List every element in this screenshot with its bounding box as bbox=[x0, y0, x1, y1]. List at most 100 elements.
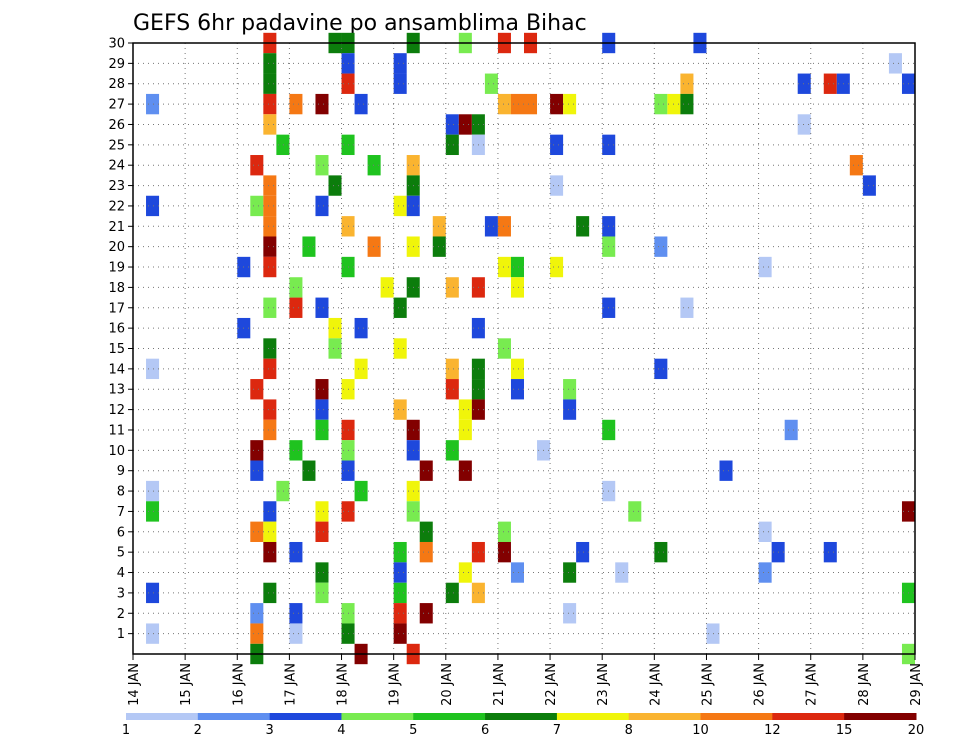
heatmap-cell bbox=[654, 93, 668, 115]
heatmap-cell bbox=[823, 541, 837, 563]
heatmap-cell bbox=[497, 256, 511, 278]
heatmap-cell bbox=[263, 541, 277, 563]
heatmap-cell bbox=[250, 195, 264, 217]
y-tick-label: 4 bbox=[117, 566, 125, 581]
y-tick-label: 23 bbox=[108, 179, 125, 194]
heatmap-cell bbox=[510, 256, 524, 278]
heatmap-cell bbox=[510, 93, 524, 115]
x-tick-label: 28 JAN bbox=[857, 663, 872, 706]
heatmap-cell bbox=[289, 603, 303, 624]
heatmap-cell bbox=[550, 175, 564, 196]
heatmap-cell bbox=[393, 623, 407, 644]
heatmap-cell bbox=[146, 195, 160, 217]
y-tick-label: 16 bbox=[108, 322, 125, 337]
heatmap-cell bbox=[263, 419, 277, 441]
heatmap-cell bbox=[263, 195, 277, 217]
y-tick-label: 5 bbox=[117, 546, 125, 561]
y-tick-label: 26 bbox=[108, 118, 125, 133]
heatmap-cell bbox=[445, 134, 459, 156]
chart-title: GEFS 6hr padavine po ansamblima Bihac bbox=[133, 11, 587, 36]
colorbar-label: 7 bbox=[553, 723, 561, 738]
colorbar-swatch bbox=[341, 713, 414, 720]
x-tick-label: 25 JAN bbox=[700, 663, 715, 706]
heatmap-cell bbox=[432, 216, 446, 237]
y-tick-label: 11 bbox=[108, 423, 125, 438]
heatmap-cell bbox=[888, 53, 902, 74]
colorbar-swatch bbox=[700, 713, 773, 720]
colorbar-swatch bbox=[844, 713, 917, 720]
heatmap-cell bbox=[823, 73, 837, 94]
heatmap-cell bbox=[263, 256, 277, 278]
heatmap-cell bbox=[419, 541, 433, 563]
heatmap-cell bbox=[354, 480, 368, 502]
heatmap-cell bbox=[497, 541, 511, 563]
y-tick-label: 8 bbox=[117, 485, 125, 500]
colorbar-label: 5 bbox=[409, 723, 417, 738]
heatmap-cell bbox=[458, 562, 472, 583]
heatmap-cell bbox=[719, 460, 733, 481]
x-tick-label: 14 JAN bbox=[127, 663, 142, 706]
colorbar-label: 15 bbox=[836, 723, 853, 738]
heatmap-cell bbox=[484, 73, 498, 94]
heatmap-cell bbox=[784, 419, 798, 441]
heatmap-cell bbox=[263, 521, 277, 542]
heatmap-cell bbox=[576, 541, 590, 563]
heatmap-cell bbox=[576, 216, 590, 237]
heatmap-cell bbox=[146, 93, 160, 115]
heatmap-cell bbox=[628, 501, 642, 522]
heatmap-cells bbox=[146, 32, 915, 665]
heatmap-cell bbox=[510, 358, 524, 380]
heatmap-cell bbox=[263, 399, 277, 420]
heatmap-cell bbox=[315, 562, 329, 583]
heatmap-cell bbox=[458, 114, 472, 135]
y-tick-label: 29 bbox=[108, 57, 125, 72]
heatmap-cell bbox=[758, 521, 772, 542]
y-tick-label: 22 bbox=[108, 199, 125, 214]
heatmap-cell bbox=[563, 399, 577, 420]
heatmap-cell bbox=[263, 358, 277, 380]
heatmap-cell bbox=[393, 541, 407, 563]
heatmap-cell bbox=[432, 236, 446, 257]
x-axis: 14 JAN 15 JAN 16 JAN 17 JAN 18 JAN 19 JAN 20 J… bbox=[127, 654, 924, 706]
heatmap-cell bbox=[263, 114, 277, 135]
heatmap-cell bbox=[315, 399, 329, 420]
y-tick-label: 15 bbox=[108, 342, 125, 357]
x-tick-label: 24 JAN bbox=[648, 663, 663, 706]
heatmap-cell bbox=[654, 236, 668, 257]
heatmap-cell bbox=[445, 379, 459, 400]
heatmap-cell bbox=[393, 73, 407, 94]
heatmap-cell bbox=[289, 440, 303, 461]
heatmap-cell bbox=[250, 460, 264, 481]
heatmap-cell bbox=[263, 93, 277, 115]
x-tick-label: 20 JAN bbox=[440, 663, 455, 706]
x-tick-label: 18 JAN bbox=[336, 663, 351, 706]
y-tick-label: 14 bbox=[108, 362, 125, 377]
heatmap-cell bbox=[563, 562, 577, 583]
y-tick-label: 2 bbox=[117, 607, 125, 622]
heatmap-cell bbox=[328, 317, 342, 339]
heatmap-cell bbox=[393, 603, 407, 624]
heatmap-cell bbox=[393, 582, 407, 604]
heatmap-cell bbox=[315, 195, 329, 217]
colorbar-label: 1 bbox=[122, 723, 130, 738]
heatmap-cell bbox=[367, 155, 381, 176]
y-tick-label: 27 bbox=[108, 98, 125, 113]
heatmap-cell bbox=[250, 603, 264, 624]
y-tick-label: 28 bbox=[108, 77, 125, 92]
heatmap-cell bbox=[445, 277, 459, 298]
heatmap-cell bbox=[250, 623, 264, 644]
heatmap-cell bbox=[706, 623, 720, 644]
x-tick-label: 26 JAN bbox=[753, 663, 768, 706]
heatmap-cell bbox=[380, 277, 394, 298]
heatmap-cell bbox=[263, 175, 277, 196]
heatmap-cell bbox=[654, 541, 668, 563]
heatmap-cell bbox=[263, 53, 277, 74]
heatmap-cell bbox=[445, 440, 459, 461]
heatmap-cell bbox=[550, 256, 564, 278]
heatmap-cell bbox=[445, 582, 459, 604]
heatmap-cell bbox=[354, 93, 368, 115]
heatmap-cell bbox=[263, 216, 277, 237]
heatmap-cell bbox=[758, 562, 772, 583]
y-tick-label: 12 bbox=[108, 403, 125, 418]
colorbar: 1 2 3 4 5 6 7 8 10 12 15 20 bbox=[122, 713, 924, 738]
